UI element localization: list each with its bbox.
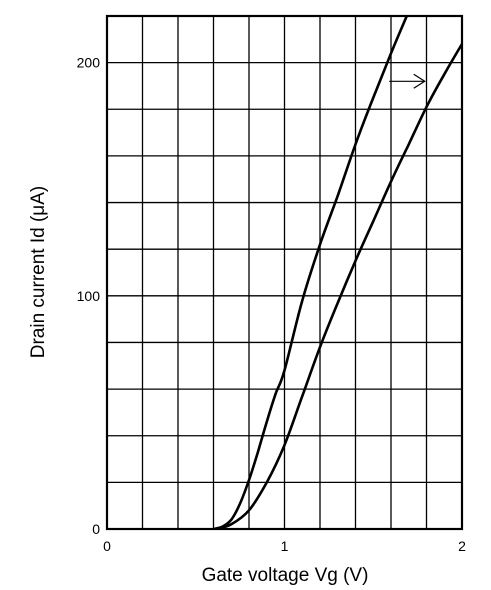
grid	[107, 16, 462, 529]
x-tick-labels: 0 1 2	[103, 538, 466, 554]
plot-frame	[105, 14, 464, 531]
x-tick-label: 0	[103, 538, 111, 554]
y-tick-label: 100	[77, 288, 101, 304]
series-line-2	[216, 43, 462, 529]
arrow-head	[413, 73, 426, 89]
y-tick-label: 0	[92, 521, 100, 537]
annotations	[389, 73, 426, 89]
series-group	[213, 16, 462, 529]
x-tick-label: 1	[281, 538, 289, 554]
x-axis-title: Gate voltage Vg (V)	[202, 565, 369, 586]
series-line-1	[213, 16, 409, 529]
y-axis-title: Drain current Id (μA)	[28, 186, 49, 359]
x-tick-label: 2	[458, 538, 466, 554]
y-tick-labels: 0 100 200	[77, 55, 101, 537]
y-tick-label: 200	[77, 55, 101, 71]
